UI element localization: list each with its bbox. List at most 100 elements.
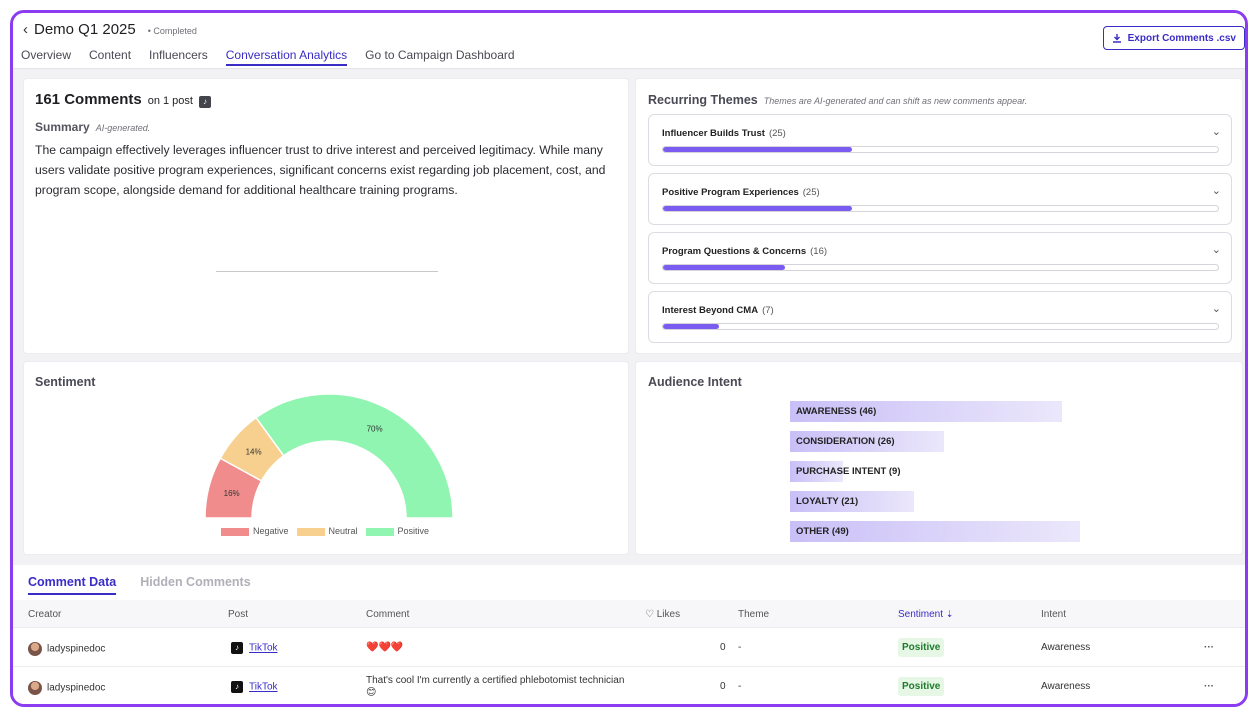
post-link[interactable]: TikTok — [249, 642, 278, 654]
sentiment-label-positive: 70% — [367, 424, 383, 433]
intent-cell: Awareness — [1041, 681, 1091, 692]
export-comments-button[interactable]: Export Comments .csv — [1102, 26, 1245, 50]
sort-icon[interactable]: ⇣ — [945, 609, 954, 619]
sentiment-title: Sentiment — [35, 375, 96, 389]
tab-campaign-dashboard[interactable]: Go to Campaign Dashboard — [365, 48, 515, 62]
table-row: ladyspinedoc ♪ TikTok That's cool I'm cur… — [13, 668, 1245, 704]
sentiment-card: Sentiment 16% 14% 70% Negative Neutral Pos… — [23, 361, 629, 555]
status-badge: Positive — [898, 677, 945, 696]
chevron-down-icon[interactable]: ⌄ — [1211, 185, 1221, 197]
column-creator[interactable]: Creator — [28, 609, 62, 620]
intent-label: CONSIDERATION (26) — [796, 436, 895, 447]
theme-cell: - — [738, 642, 742, 653]
comment-cell: ❤️❤️❤️ — [366, 642, 404, 653]
theme-item[interactable]: Influencer Builds Trust (25) ⌄ — [648, 114, 1232, 166]
comment-count-row: 161 Comments on 1 post ♪ — [35, 91, 211, 108]
theme-item[interactable]: Program Questions & Concerns (16) ⌄ — [648, 232, 1232, 284]
avatar — [28, 642, 42, 656]
tab-conversation-analytics[interactable]: Conversation Analytics — [225, 48, 348, 66]
post-cell[interactable]: ♪ TikTok — [231, 681, 278, 693]
theme-count: (16) — [810, 246, 828, 257]
sentiment-label-neutral: 14% — [246, 448, 262, 457]
theme-progress-fill — [663, 324, 719, 329]
theme-progress-track — [662, 205, 1219, 212]
theme-progress-track — [662, 264, 1219, 271]
theme-progress-fill — [663, 265, 786, 270]
column-comment[interactable]: Comment — [366, 609, 410, 620]
likes-cell: 0 — [720, 681, 726, 692]
theme-label: Interest Beyond CMA (7) — [662, 305, 774, 316]
summary-text: The campaign effectively leverages influ… — [35, 143, 606, 197]
sentiment-slice-positive — [255, 393, 454, 519]
chevron-down-icon[interactable]: ⌄ — [1211, 244, 1221, 256]
intent-bar — [790, 401, 1063, 422]
post-cell[interactable]: ♪ TikTok — [231, 642, 278, 654]
intent-title: Audience Intent — [648, 375, 742, 389]
theme-progress-fill — [663, 206, 852, 211]
post-link[interactable]: TikTok — [249, 681, 278, 693]
tab-overview[interactable]: Overview — [21, 48, 72, 62]
tab-content[interactable]: Content — [89, 48, 132, 62]
chevron-left-icon[interactable]: ‹ — [23, 21, 28, 38]
theme-item[interactable]: Positive Program Experiences (25) ⌄ — [648, 173, 1232, 225]
recurring-themes-card: Recurring Themes Themes are AI-generated… — [635, 78, 1243, 354]
campaign-title: Demo Q1 2025 — [34, 21, 136, 38]
chevron-down-icon[interactable]: ⌄ — [1211, 126, 1221, 138]
more-options-icon[interactable]: ··· — [1204, 642, 1214, 653]
tiktok-icon: ♪ — [231, 681, 243, 693]
theme-label: Positive Program Experiences (25) — [662, 187, 820, 198]
audience-intent-card: Audience Intent AWARENESS (46) CONSIDERA… — [635, 361, 1243, 555]
theme-count: (7) — [762, 305, 774, 316]
app-frame: ‹ Demo Q1 2025 • Completed Overview Cont… — [10, 10, 1248, 707]
column-likes[interactable]: ♡ Likes — [645, 609, 681, 620]
comment-count: 161 Comments — [35, 91, 142, 108]
creator-cell[interactable]: ladyspinedoc — [28, 642, 105, 656]
comment-cell: That's cool I'm currently a certified ph… — [366, 675, 625, 698]
export-label: Export Comments .csv — [1127, 32, 1236, 44]
intent-label: LOYALTY (21) — [796, 496, 859, 507]
theme-progress-fill — [663, 147, 852, 152]
intent-bar — [790, 521, 1080, 542]
theme-label: Influencer Builds Trust (25) — [662, 128, 786, 139]
status-badge: • Completed — [147, 26, 197, 36]
title-row: ‹ Demo Q1 2025 • Completed — [23, 21, 197, 38]
theme-progress-track — [662, 146, 1219, 153]
chevron-down-icon[interactable]: ⌄ — [1211, 303, 1221, 315]
intent-bar — [790, 491, 915, 512]
more-options-icon[interactable]: ··· — [1204, 681, 1214, 692]
sentiment-label-negative: 16% — [224, 489, 240, 498]
intent-bar — [790, 461, 844, 482]
comments-summary-card: 161 Comments on 1 post ♪ Summary AI-gene… — [23, 78, 629, 354]
avatar — [28, 681, 42, 695]
column-intent[interactable]: Intent — [1041, 609, 1067, 620]
tab-influencers[interactable]: Influencers — [149, 48, 208, 62]
intent-label: PURCHASE INTENT (9) — [796, 466, 901, 477]
download-icon — [1112, 34, 1121, 43]
intent-bar — [790, 431, 944, 452]
comment-tabs: Comment Data Hidden Comments — [28, 575, 251, 595]
sentiment-legend: Negative Neutral Positive — [221, 526, 429, 536]
intent-cell: Awareness — [1041, 642, 1091, 653]
comment-data-section: Comment Data Hidden Comments Creator Pos… — [13, 565, 1245, 704]
table-row: ladyspinedoc ♪ TikTok ❤️❤️❤️ 0 - Positive… — [13, 629, 1245, 667]
column-theme[interactable]: Theme — [738, 609, 770, 620]
divider — [216, 271, 438, 272]
themes-note: Themes are AI-generated and can shift as… — [763, 96, 1028, 106]
nav-tabs: Overview Content Influencers Conversatio… — [21, 48, 515, 66]
tab-hidden-comments[interactable]: Hidden Comments — [140, 575, 251, 589]
summary-header: Summary AI-generated. — [35, 120, 150, 134]
sentiment-cell: Positive — [898, 638, 945, 657]
theme-count: (25) — [768, 128, 786, 139]
legend-item: Negative — [221, 526, 289, 536]
summary-ai-note: AI-generated. — [95, 123, 151, 133]
creator-cell[interactable]: ladyspinedoc — [28, 681, 105, 695]
column-sentiment[interactable]: Sentiment ⇣ — [898, 609, 954, 620]
tiktok-icon: ♪ — [231, 642, 243, 654]
tab-comment-data[interactable]: Comment Data — [28, 575, 117, 595]
theme-item[interactable]: Interest Beyond CMA (7) ⌄ — [648, 291, 1232, 343]
intent-label: AWARENESS (46) — [796, 406, 877, 417]
themes-header: Recurring Themes Themes are AI-generated… — [648, 93, 1027, 107]
column-post[interactable]: Post — [228, 609, 249, 620]
table-header: Creator Post Comment ♡ Likes Theme Senti… — [13, 600, 1245, 628]
tiktok-icon: ♪ — [198, 96, 211, 108]
